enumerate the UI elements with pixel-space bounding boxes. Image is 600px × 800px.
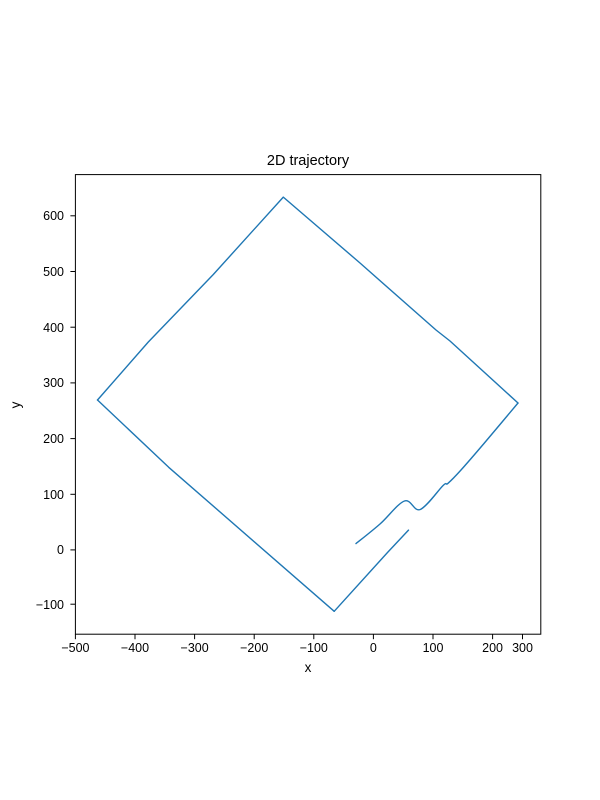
- svg-text:0: 0: [57, 543, 64, 557]
- svg-text:200: 200: [43, 432, 64, 446]
- svg-text:−500: −500: [61, 641, 89, 655]
- svg-text:300: 300: [512, 641, 533, 655]
- svg-text:300: 300: [43, 376, 64, 390]
- svg-text:−100: −100: [36, 598, 64, 612]
- svg-text:100: 100: [43, 488, 64, 502]
- svg-text:x: x: [305, 660, 312, 675]
- svg-text:−200: −200: [240, 641, 268, 655]
- svg-text:600: 600: [43, 209, 64, 223]
- svg-text:−300: −300: [181, 641, 209, 655]
- svg-text:400: 400: [43, 321, 64, 335]
- svg-text:200: 200: [482, 641, 503, 655]
- svg-text:100: 100: [423, 641, 444, 655]
- svg-text:0: 0: [370, 641, 377, 655]
- svg-text:y: y: [8, 401, 23, 408]
- svg-text:−100: −100: [300, 641, 328, 655]
- svg-text:2D trajectory: 2D trajectory: [267, 153, 350, 169]
- svg-text:−400: −400: [121, 641, 149, 655]
- svg-text:500: 500: [43, 265, 64, 279]
